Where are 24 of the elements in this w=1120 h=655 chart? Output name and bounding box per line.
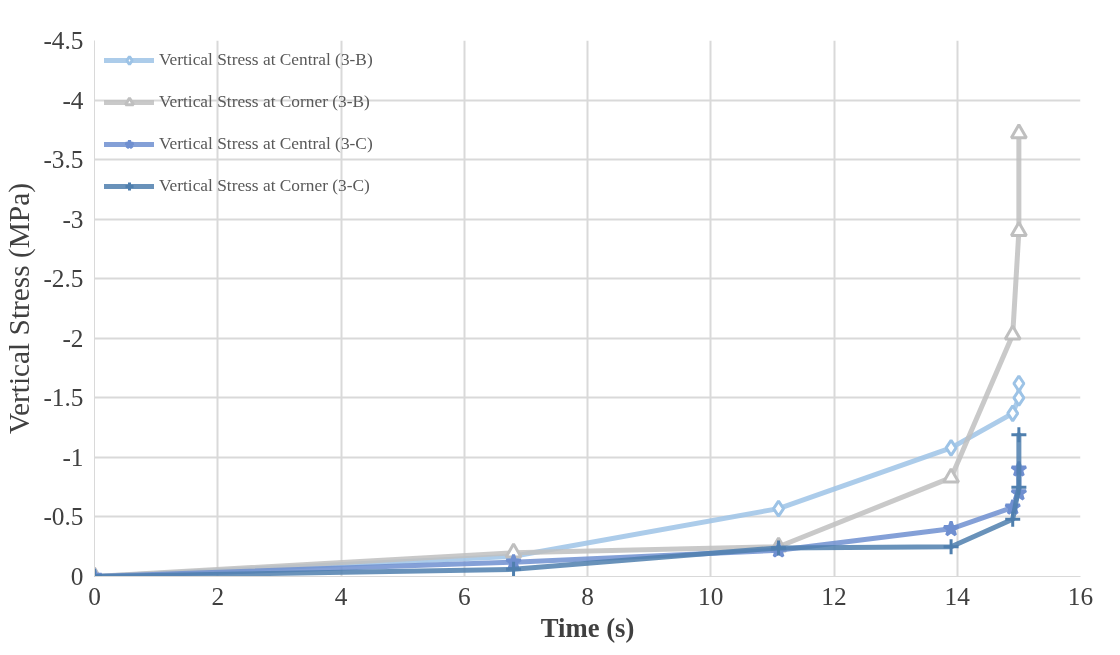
y-tick-label: -4 — [62, 85, 84, 114]
x-tick-label: 12 — [821, 581, 847, 610]
x-tick-label: 16 — [1067, 581, 1094, 610]
x-tick-label: 4 — [334, 581, 348, 610]
y-tick-label: -1.5 — [43, 383, 84, 412]
x-tick-label: 6 — [457, 581, 471, 610]
x-tick-label: 8 — [581, 581, 594, 610]
y-tick-label: -3.5 — [43, 145, 84, 174]
x-tick-label: 2 — [211, 581, 225, 610]
legend-label: Vertical Stress at Central (3-B) — [159, 50, 373, 70]
y-axis-title: Vertical Stress (MPa) — [3, 183, 37, 434]
y-tick-label: -2 — [62, 323, 84, 352]
x-axis-title: Time (s) — [540, 612, 635, 643]
y-tick-label: -2.5 — [43, 264, 84, 293]
y-tick-label: 0 — [70, 562, 84, 590]
legend-label: Vertical Stress at Corner (3-B) — [159, 92, 370, 112]
y-tick-label: -4.5 — [43, 26, 84, 54]
x-tick-label: 14 — [944, 581, 971, 610]
y-tick-label: -3 — [62, 204, 84, 233]
legend-label: Vertical Stress at Central (3-C) — [159, 134, 373, 154]
y-tick-label: -1 — [62, 442, 84, 471]
x-tick-label: 10 — [698, 581, 724, 610]
legend-label: Vertical Stress at Corner (3-C) — [159, 176, 370, 196]
y-tick-label: -0.5 — [43, 502, 84, 531]
